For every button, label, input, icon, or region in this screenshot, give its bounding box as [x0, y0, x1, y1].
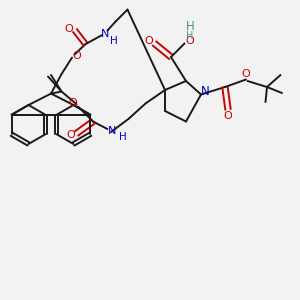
Text: O: O — [224, 110, 232, 121]
Text: O: O — [145, 35, 154, 46]
Text: O: O — [64, 24, 74, 34]
Text: O: O — [67, 130, 76, 140]
Text: H: H — [186, 31, 194, 41]
Text: N: N — [101, 28, 109, 39]
Text: O: O — [68, 98, 77, 109]
Text: H: H — [110, 35, 117, 46]
Text: N: N — [108, 125, 117, 136]
Text: H: H — [118, 131, 126, 142]
Text: O: O — [242, 69, 250, 80]
Text: O: O — [185, 36, 194, 46]
Text: H: H — [186, 20, 195, 34]
Text: O: O — [72, 51, 81, 61]
Text: N: N — [201, 85, 210, 98]
